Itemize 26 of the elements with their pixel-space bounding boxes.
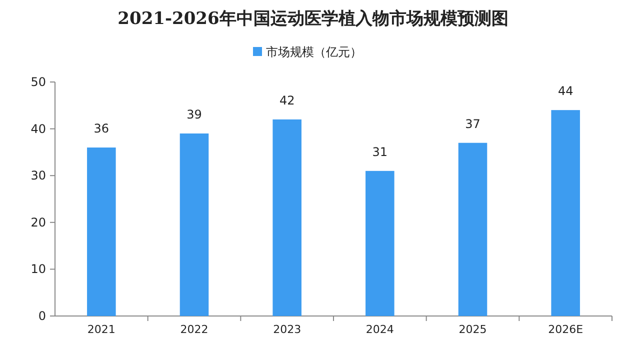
y-tick-label: 20 bbox=[30, 215, 46, 230]
x-tick-label: 2023 bbox=[273, 323, 302, 336]
bar bbox=[458, 142, 488, 316]
y-tick-label: 10 bbox=[30, 262, 46, 276]
bar bbox=[551, 110, 580, 316]
chart-title: 2021-2026年中国运动医学植入物市场规模预测图 bbox=[118, 9, 508, 29]
y-tick-label: 30 bbox=[30, 168, 46, 183]
bar bbox=[366, 170, 394, 316]
y-tick-label: 0 bbox=[38, 309, 46, 323]
legend: 市场规模（亿元） bbox=[253, 45, 362, 59]
x-tick-label: 2026E bbox=[548, 323, 584, 336]
x-tick-label: 2021 bbox=[87, 323, 116, 336]
x-tick-label: 2024 bbox=[366, 323, 394, 336]
x-tick-label: 2022 bbox=[180, 323, 208, 336]
bar bbox=[272, 119, 302, 316]
data-label: 42 bbox=[279, 93, 295, 108]
y-tick-label: 50 bbox=[30, 75, 46, 89]
data-label: 44 bbox=[558, 84, 574, 98]
x-tick-label: 2025 bbox=[458, 323, 487, 336]
bar bbox=[180, 133, 209, 316]
data-label: 37 bbox=[465, 116, 480, 131]
data-label: 39 bbox=[186, 107, 202, 122]
bar bbox=[87, 148, 116, 316]
y-tick-label: 40 bbox=[30, 122, 46, 136]
data-label: 36 bbox=[94, 122, 110, 136]
data-label: 31 bbox=[372, 144, 388, 159]
